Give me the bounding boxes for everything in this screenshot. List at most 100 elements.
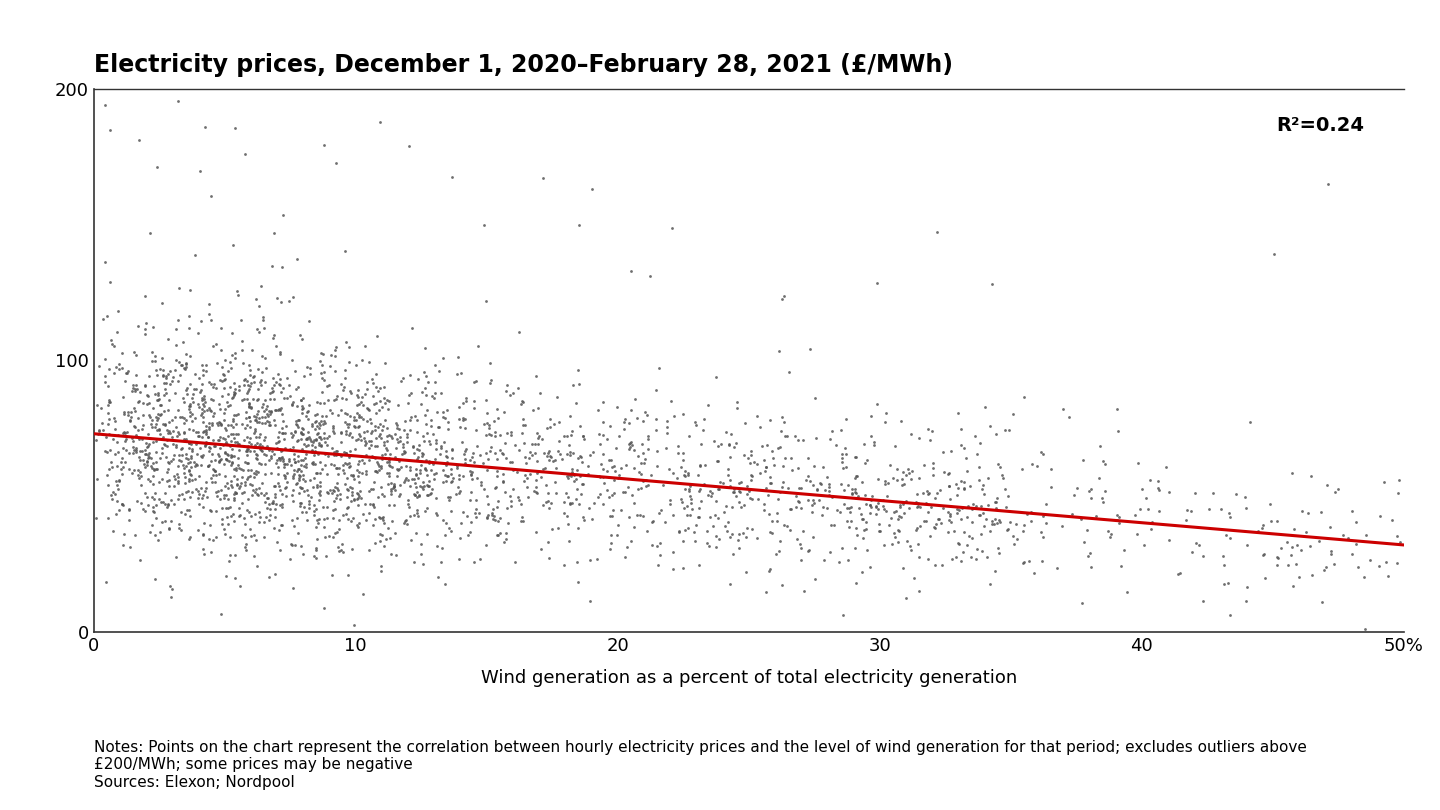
Point [537,551,560,564]
Point [481,512,504,525]
Point [560,462,583,475]
Point [760,514,783,527]
Point [670,492,693,505]
Point [386,470,409,483]
Point [264,503,287,516]
Point [408,489,431,502]
Point [766,507,789,520]
Point [369,382,392,394]
Point [347,454,370,467]
Point [662,509,685,522]
Point [423,452,446,465]
Point [209,454,232,467]
Point [475,394,498,407]
Point [187,485,210,498]
Point [1354,528,1377,541]
Point [138,526,161,539]
Point [131,418,154,431]
Point [357,403,380,416]
Point [287,414,310,427]
Point [235,457,258,470]
Point [156,501,179,514]
Point [199,403,222,416]
Point [271,426,294,439]
Point [697,488,720,501]
Point [1283,522,1306,535]
Point [334,392,357,405]
Point [387,489,410,502]
Point [171,391,194,404]
Point [863,436,886,449]
Point [406,471,429,484]
Point [392,475,415,488]
Point [275,391,298,404]
Point [259,466,282,479]
Point [213,480,236,492]
Point [1107,516,1130,529]
Point [844,450,867,463]
Point [180,450,203,463]
Point [618,510,641,523]
Point [804,391,827,404]
Point [289,426,312,439]
Point [243,444,266,457]
Point [865,397,888,410]
Point [845,528,868,541]
Point [969,527,992,540]
Point [546,390,569,403]
Point [248,505,271,518]
Point [248,442,271,455]
Point [105,436,128,449]
Point [177,457,200,470]
Point [1217,507,1240,520]
Point [425,442,448,455]
Point [770,480,793,493]
Point [923,492,946,505]
Point [370,400,393,413]
Point [1218,531,1241,544]
Point [297,412,320,425]
Point [995,501,1018,514]
Point [137,390,160,403]
Point [1168,566,1191,579]
Point [209,430,232,443]
Point [147,411,170,424]
Point [194,435,217,448]
Point [395,513,418,526]
Point [399,463,422,476]
Point [660,222,683,235]
Point [655,415,678,428]
Point [687,469,710,482]
Point [179,349,202,362]
Point [121,441,144,454]
Point [743,455,766,468]
Point [200,190,223,202]
Point [245,533,268,546]
Point [579,595,602,608]
Point [1247,525,1270,538]
Point [164,386,187,399]
Point [350,467,373,480]
Point [334,477,357,490]
Point [482,415,505,428]
Point [946,407,969,420]
Point [213,492,236,505]
Point [353,456,376,469]
Point [153,438,176,451]
Point [288,470,311,483]
Point [446,480,469,493]
Point [377,456,400,469]
Point [475,407,498,420]
Point [348,430,372,443]
Point [189,458,212,471]
Point [242,441,265,454]
Point [144,388,167,401]
Point [988,547,1011,560]
Point [484,446,507,459]
Point [337,451,360,464]
Point [138,411,161,424]
Point [179,410,202,423]
Point [253,431,276,444]
Point [599,454,622,467]
Point [134,317,157,330]
